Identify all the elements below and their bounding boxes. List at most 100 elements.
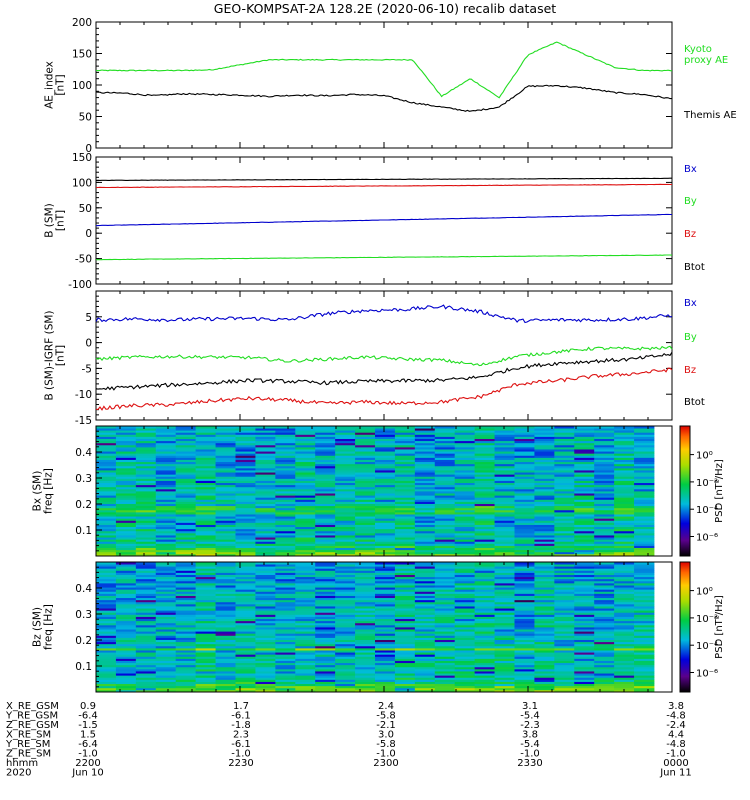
spectrogram-cell bbox=[355, 476, 376, 479]
spectrogram-cell bbox=[195, 499, 216, 502]
spectrogram-cell bbox=[454, 666, 476, 670]
spectrogram-cell bbox=[255, 675, 276, 678]
spectrogram-cell bbox=[315, 679, 336, 682]
spectrogram-cell bbox=[235, 601, 256, 605]
spectrogram-cell bbox=[295, 444, 316, 448]
spectrogram-cell bbox=[355, 495, 376, 498]
spectrogram-cell bbox=[275, 499, 296, 502]
spectrogram-cell bbox=[115, 629, 137, 632]
spectrogram-cell bbox=[394, 493, 416, 496]
spectrogram-cell bbox=[614, 601, 635, 605]
spectrogram-cell bbox=[195, 476, 216, 479]
spectrogram-cell bbox=[175, 499, 197, 502]
spectrogram-cell bbox=[315, 551, 336, 555]
spectrogram-cell bbox=[594, 495, 615, 498]
spectrogram-cell bbox=[215, 467, 236, 471]
spectrogram-cell bbox=[494, 524, 515, 528]
spectrogram-cell bbox=[494, 580, 515, 584]
spectrogram-cell bbox=[434, 541, 456, 544]
spectrogram-cell bbox=[235, 446, 256, 450]
spectrogram-cell bbox=[175, 451, 197, 454]
spectrogram-cell bbox=[494, 673, 515, 676]
spectrogram-cell bbox=[414, 428, 436, 431]
spectrogram-cell bbox=[534, 597, 555, 601]
spectrogram-cell bbox=[514, 453, 535, 456]
spectrogram-cell bbox=[215, 564, 236, 567]
spectrogram-cell bbox=[634, 650, 655, 653]
spectrogram-cell bbox=[594, 486, 615, 490]
spectrogram-cell bbox=[554, 497, 575, 500]
spectrogram-cell bbox=[275, 562, 296, 565]
spectrogram-cell bbox=[275, 467, 296, 471]
spectrogram-cell bbox=[135, 574, 157, 578]
spectrogram-cell bbox=[474, 451, 495, 454]
spectrogram-cell bbox=[454, 518, 476, 521]
spectrogram-cell bbox=[554, 484, 575, 488]
spectrogram-cell bbox=[614, 470, 635, 473]
spectrogram-cell bbox=[295, 633, 316, 636]
spectrogram-cell bbox=[634, 459, 655, 463]
spectrogram-cell bbox=[534, 545, 555, 549]
spectrogram-cell bbox=[414, 580, 436, 584]
spectrogram-cell bbox=[594, 511, 615, 515]
spectrogram-cell bbox=[514, 683, 535, 687]
spectrogram-cell bbox=[375, 675, 396, 678]
spectrogram-cell bbox=[215, 497, 236, 500]
spectrogram-cell bbox=[235, 503, 256, 507]
spectrogram-cell bbox=[355, 585, 376, 588]
spectrogram-cell bbox=[434, 606, 456, 609]
spectrogram-cell bbox=[494, 666, 515, 670]
spectrogram-cell bbox=[315, 673, 336, 676]
panel-1-ytick-label: 100 bbox=[72, 80, 92, 92]
spectrogram-cell bbox=[195, 497, 216, 500]
spectrogram-cell bbox=[335, 545, 356, 549]
spectrogram-cell bbox=[454, 551, 476, 555]
spectrogram-cell bbox=[574, 434, 595, 437]
spectrogram-cell bbox=[255, 645, 276, 649]
spectrogram-cell bbox=[235, 673, 256, 676]
spectrogram-cell bbox=[574, 474, 595, 477]
spectrogram-cell bbox=[394, 446, 416, 450]
spectrogram-cell bbox=[614, 436, 635, 439]
spectrogram-cell bbox=[474, 562, 495, 565]
spectrogram-cell bbox=[355, 606, 376, 609]
spectrogram-cell bbox=[514, 535, 535, 538]
spectrogram-cell bbox=[335, 459, 356, 463]
spectrogram-cell bbox=[554, 647, 575, 651]
spectrogram-cell bbox=[235, 603, 256, 607]
spectrogram-cell bbox=[175, 652, 197, 655]
spectrogram-cell bbox=[215, 647, 236, 651]
spectrogram-cell bbox=[295, 505, 316, 509]
spectrogram-cell bbox=[315, 597, 336, 601]
spectrogram-cell bbox=[414, 608, 436, 611]
spectrogram-cell bbox=[474, 449, 495, 452]
spectrogram-cell bbox=[315, 459, 336, 463]
spectrogram-cell bbox=[215, 629, 236, 632]
spectrogram-cell bbox=[295, 679, 316, 682]
spectrogram-cell bbox=[335, 601, 356, 605]
spectrogram-cell bbox=[514, 488, 535, 492]
spectrogram-cell bbox=[355, 643, 376, 647]
spectrogram-cell bbox=[414, 551, 436, 555]
spectrogram-cell bbox=[514, 616, 535, 620]
spectrogram-cell bbox=[335, 463, 356, 467]
spectrogram-cell bbox=[514, 449, 535, 452]
spectrogram-cell bbox=[494, 451, 515, 454]
spectrogram-cell bbox=[295, 453, 316, 456]
spectrogram-cell bbox=[454, 467, 476, 471]
spectrogram-cell bbox=[295, 524, 316, 528]
spectrogram-cell bbox=[295, 491, 316, 494]
spectrogram-cell bbox=[394, 524, 416, 528]
spectrogram-cell bbox=[315, 671, 336, 674]
spectrogram-cell bbox=[375, 645, 396, 649]
spectrogram-cell bbox=[235, 532, 256, 536]
spectrogram-cell bbox=[534, 654, 555, 657]
spectrogram-cell bbox=[255, 440, 276, 444]
spectrogram-cell bbox=[434, 463, 456, 467]
spectrogram-cell bbox=[594, 654, 615, 657]
spectrogram-cell bbox=[554, 687, 575, 691]
spectrogram-cell bbox=[454, 673, 476, 676]
spectrogram-cell bbox=[295, 664, 316, 668]
spectrogram-cell bbox=[634, 633, 655, 636]
spectrogram-cell bbox=[634, 549, 655, 553]
